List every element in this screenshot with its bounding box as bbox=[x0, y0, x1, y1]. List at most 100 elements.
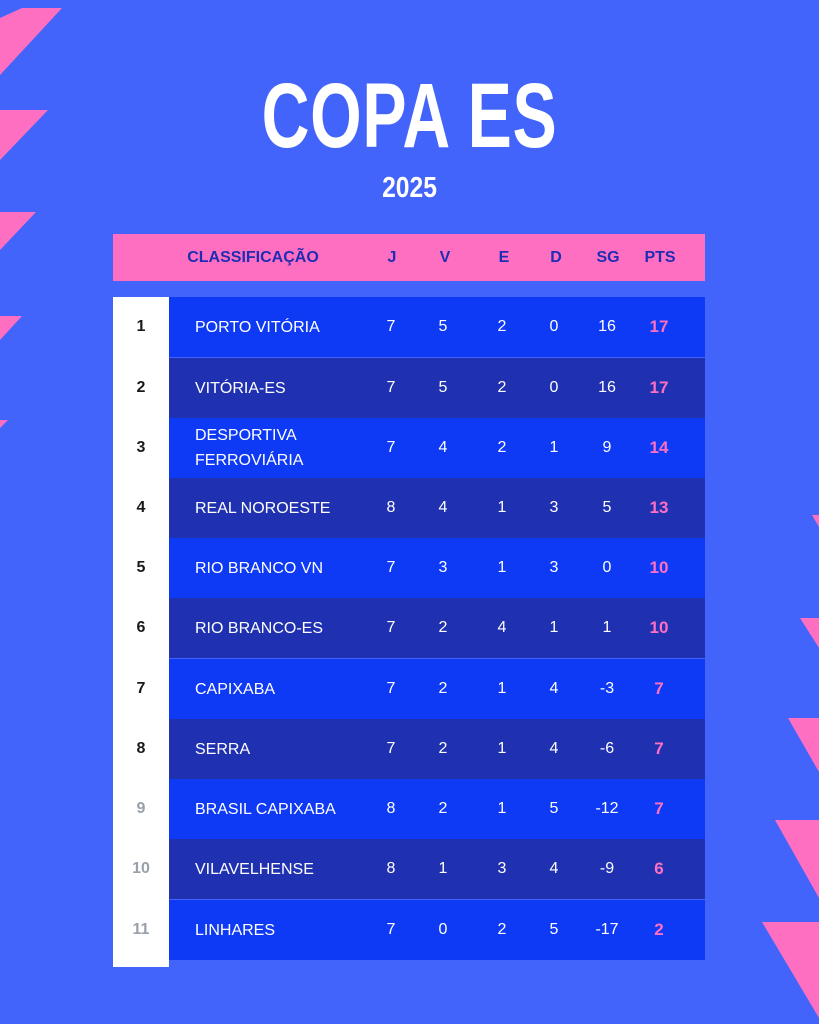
cell-v: 2 bbox=[438, 800, 448, 817]
cell-v: 2 bbox=[438, 619, 448, 636]
position-number: 5 bbox=[136, 559, 146, 576]
position-number: 6 bbox=[136, 619, 146, 636]
cell-j: 8 bbox=[386, 499, 396, 516]
cell-j: 8 bbox=[386, 860, 396, 877]
cell-pts: 17 bbox=[649, 317, 669, 336]
cell-sg: -3 bbox=[599, 680, 615, 697]
cell-j: 8 bbox=[386, 800, 396, 817]
team-name: PORTO VITÓRIA bbox=[195, 318, 320, 336]
table-row: REAL NOROESTE 8 4 1 3 5 13 bbox=[169, 478, 705, 538]
cell-pts: 7 bbox=[654, 679, 664, 698]
cell-j: 7 bbox=[386, 559, 396, 576]
cell-d: 1 bbox=[549, 439, 559, 456]
cell-sg: 1 bbox=[602, 619, 612, 636]
cell-v: 1 bbox=[438, 860, 448, 877]
team-name: SERRA bbox=[195, 740, 251, 758]
table-row: BRASIL CAPIXABA 8 2 1 5 -12 7 bbox=[169, 779, 705, 839]
cell-sg: -17 bbox=[595, 921, 619, 938]
cell-e: 3 bbox=[497, 860, 507, 877]
position-number: 4 bbox=[136, 499, 146, 516]
cell-e: 1 bbox=[497, 800, 507, 817]
cell-j: 7 bbox=[386, 740, 396, 757]
header-d: D bbox=[550, 249, 562, 266]
cell-d: 4 bbox=[549, 860, 559, 877]
cell-e: 2 bbox=[497, 921, 507, 938]
position-number: 9 bbox=[136, 800, 146, 817]
cell-d: 5 bbox=[549, 800, 559, 817]
cell-j: 7 bbox=[386, 921, 396, 938]
header-v: V bbox=[439, 249, 451, 266]
team-name: VITÓRIA-ES bbox=[195, 379, 286, 397]
cell-sg: -12 bbox=[595, 800, 619, 817]
table-row: VITÓRIA-ES 7 5 2 0 16 17 bbox=[169, 358, 705, 418]
table-row: VILAVELHENSE 8 1 3 4 -9 6 bbox=[169, 839, 705, 899]
position-column bbox=[113, 297, 169, 967]
team-name: CAPIXABA bbox=[195, 680, 276, 698]
cell-e: 2 bbox=[497, 318, 507, 335]
cell-sg: -6 bbox=[599, 740, 615, 757]
cell-sg: 16 bbox=[598, 318, 616, 335]
table-row: LINHARES 7 0 2 5 -17 2 bbox=[169, 900, 705, 960]
cell-e: 4 bbox=[497, 619, 507, 636]
table-row: PORTO VITÓRIA 7 5 2 0 16 17 bbox=[169, 297, 705, 357]
team-name: LINHARES bbox=[195, 921, 276, 939]
cell-pts: 7 bbox=[654, 799, 664, 818]
position-number: 3 bbox=[136, 439, 146, 456]
cell-e: 1 bbox=[497, 680, 507, 697]
season-year: 2025 bbox=[382, 172, 437, 204]
table-row: DESPORTIVA FERROVIÁRIA 7 4 2 1 9 14 bbox=[169, 418, 705, 478]
cell-v: 5 bbox=[438, 379, 448, 396]
position-number: 2 bbox=[136, 379, 146, 396]
cell-d: 0 bbox=[549, 379, 559, 396]
cell-j: 7 bbox=[386, 439, 396, 456]
cell-v: 4 bbox=[438, 499, 448, 516]
cell-pts: 13 bbox=[649, 498, 669, 517]
table-row: RIO BRANCO VN 7 3 1 3 0 10 bbox=[169, 538, 705, 598]
cell-d: 5 bbox=[549, 921, 559, 938]
standings-table: 1 PORTO VITÓRIA 7 5 2 0 16 17 2 VITÓRIA-ES 7 5 2 0 16 1… bbox=[113, 297, 705, 967]
page-title: COPA ES bbox=[261, 65, 558, 167]
cell-v: 5 bbox=[438, 318, 448, 335]
cell-pts: 2 bbox=[654, 920, 664, 939]
team-name: BRASIL CAPIXABA bbox=[195, 800, 336, 818]
cell-v: 4 bbox=[438, 439, 448, 456]
cell-d: 3 bbox=[549, 559, 559, 576]
header-j: J bbox=[387, 249, 397, 266]
header-e: E bbox=[498, 249, 510, 266]
cell-d: 3 bbox=[549, 499, 559, 516]
cell-v: 0 bbox=[438, 921, 448, 938]
cell-e: 2 bbox=[497, 379, 507, 396]
cell-d: 4 bbox=[549, 680, 559, 697]
position-number: 7 bbox=[136, 680, 146, 697]
cell-sg: 0 bbox=[602, 559, 612, 576]
cell-e: 1 bbox=[497, 559, 507, 576]
cell-d: 1 bbox=[549, 619, 559, 636]
header-sg: SG bbox=[596, 249, 620, 266]
team-name: DESPORTIVA FERROVIÁRIA bbox=[195, 427, 304, 469]
cell-e: 1 bbox=[497, 499, 507, 516]
table-row: SERRA 7 2 1 4 -6 7 bbox=[169, 719, 705, 779]
cell-pts: 17 bbox=[649, 378, 669, 397]
cell-j: 7 bbox=[386, 318, 396, 335]
cell-pts: 10 bbox=[649, 558, 669, 577]
header-pts: PTS bbox=[644, 249, 676, 266]
team-name: RIO BRANCO VN bbox=[195, 559, 324, 577]
cell-pts: 14 bbox=[649, 438, 669, 457]
team-name: VILAVELHENSE bbox=[195, 860, 314, 878]
cell-d: 0 bbox=[549, 318, 559, 335]
position-number: 1 bbox=[136, 318, 146, 335]
cell-v: 2 bbox=[438, 740, 448, 757]
cell-j: 7 bbox=[386, 379, 396, 396]
table-row: CAPIXABA 7 2 1 4 -3 7 bbox=[169, 659, 705, 719]
header-classificacao: CLASSIFICAÇÃO bbox=[187, 249, 319, 266]
cell-d: 4 bbox=[549, 740, 559, 757]
cell-pts: 10 bbox=[649, 618, 669, 637]
team-name: RIO BRANCO-ES bbox=[195, 619, 324, 637]
cell-v: 2 bbox=[438, 680, 448, 697]
cell-j: 7 bbox=[386, 680, 396, 697]
table-header: CLASSIFICAÇÃO J V E D SG PTS bbox=[113, 234, 705, 281]
position-number: 10 bbox=[132, 860, 150, 877]
table-row: RIO BRANCO-ES 7 2 4 1 1 10 bbox=[169, 598, 705, 658]
cell-e: 2 bbox=[497, 439, 507, 456]
